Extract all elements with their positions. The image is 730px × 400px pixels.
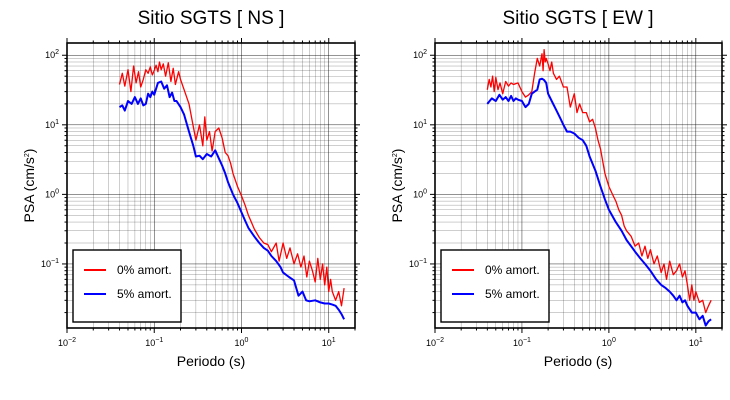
legend-entry: 5% amort. — [485, 287, 540, 301]
series-line-amort-0 — [486, 49, 712, 314]
y-tick-label: 100 — [413, 188, 427, 199]
x-tick-label: 10−2 — [58, 337, 76, 348]
x-tick-label: 10−2 — [426, 337, 444, 348]
y-axis-label: PSA (cm/s2) — [21, 149, 37, 223]
series-line-amort-5 — [486, 77, 712, 327]
x-tick-label: 100 — [602, 337, 616, 348]
x-tick-label: 10−1 — [145, 337, 163, 348]
chart-title: Sitio SGTS [ NS ] — [138, 8, 285, 29]
y-tick-label: 102 — [413, 49, 427, 60]
legend-entry: 5% amort. — [117, 287, 172, 301]
y-tick-label: 100 — [45, 188, 59, 199]
y-tick-label: 101 — [45, 119, 59, 130]
legend-box — [440, 249, 550, 323]
legend-box — [72, 249, 182, 323]
y-tick-label: 10−1 — [409, 258, 427, 269]
x-axis-label: Periodo (s) — [177, 353, 245, 369]
legend-entry: 0% amort. — [117, 263, 172, 277]
chart-title: Sitio SGTS [ EW ] — [503, 8, 654, 29]
legend: 0% amort. 5% amort. — [72, 249, 182, 323]
x-tick-label: 101 — [689, 337, 703, 348]
y-tick-label: 101 — [413, 119, 427, 130]
chart-panel-2: 10−2 10−1 100 101 10−1 100 101 102 Sitio SGTS [ … — [389, 8, 727, 369]
plot-frame — [434, 42, 723, 329]
series-line-amort-0 — [118, 61, 345, 307]
legend: 0% amort. 5% amort. — [440, 249, 550, 323]
x-tick-label: 100 — [235, 337, 249, 348]
chart-panel-1: 10−2 10−1 100 101 10−1 100 101 102 Sitio SGTS [ … — [21, 8, 360, 369]
x-axis-label: Periodo (s) — [544, 353, 612, 369]
y-axis-label: PSA (cm/s2) — [389, 149, 405, 223]
x-tick-label: 10−1 — [513, 337, 531, 348]
plot-frame — [66, 42, 356, 329]
x-tick-label: 101 — [322, 337, 336, 348]
legend-entry: 0% amort. — [485, 263, 540, 277]
grid — [434, 43, 723, 328]
y-tick-label: 102 — [45, 49, 59, 60]
grid — [66, 43, 356, 328]
y-tick-label: 10−1 — [41, 258, 59, 269]
series-line-amort-5 — [118, 80, 345, 320]
